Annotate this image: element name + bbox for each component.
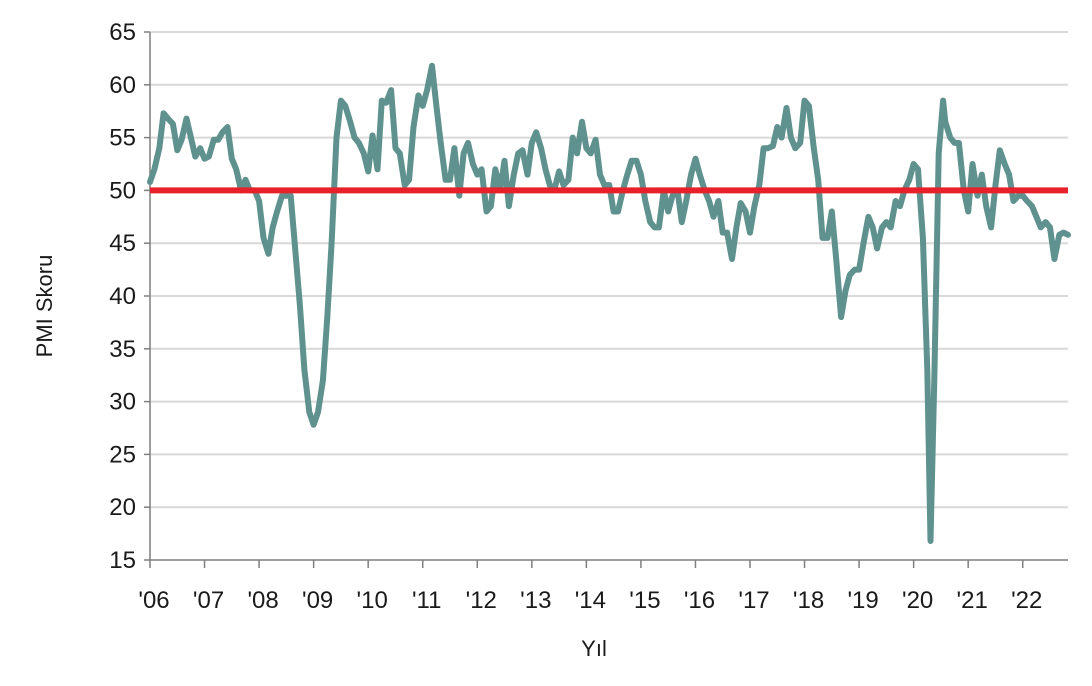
x-tick-label: '20: [902, 587, 933, 614]
x-tick-label: '13: [520, 587, 551, 614]
x-axis-title: Yıl: [581, 636, 607, 661]
x-tick-label: '14: [575, 587, 606, 614]
x-tick-label: '18: [793, 587, 824, 614]
axes: [144, 31, 1068, 568]
y-tick-label: 20: [109, 494, 136, 521]
x-tick-label: '12: [466, 587, 497, 614]
x-tick-label: '21: [957, 587, 988, 614]
y-tick-label: 55: [109, 125, 136, 152]
series-line: [147, 62, 1071, 544]
x-tick-label: '19: [847, 587, 878, 614]
y-tick-label: 65: [109, 19, 136, 46]
y-tick-label: 60: [109, 72, 136, 99]
x-tick-label: '10: [357, 587, 388, 614]
y-tick-label: 45: [109, 230, 136, 257]
y-axis-title: PMI Skoru: [32, 255, 57, 358]
x-tick-label: '06: [138, 587, 169, 614]
x-tick-label: '22: [1011, 587, 1042, 614]
y-tick-label: 40: [109, 283, 136, 310]
y-tick-labels: 15 20 25 30 35 40 45 50 55 60 65: [109, 19, 136, 574]
series-group: [147, 62, 1071, 544]
x-tick-label: '09: [302, 587, 333, 614]
x-tick-label: '15: [629, 587, 660, 614]
x-tick-label: '16: [684, 587, 715, 614]
y-tick-label: 15: [109, 547, 136, 574]
x-tick-label: '17: [738, 587, 769, 614]
y-tick-label: 30: [109, 389, 136, 416]
y-tick-label: 50: [109, 177, 136, 204]
x-tick-label: '11: [412, 587, 442, 614]
y-tick-label: 25: [109, 441, 136, 468]
x-tick-label: '08: [247, 587, 278, 614]
y-tick-label: 35: [109, 336, 136, 363]
x-tick-label: '07: [193, 587, 224, 614]
x-tick-labels: '06 '07 '08 '09 '10 '11 '12 '13 '14 '15 '16 '17 '18 '…: [138, 587, 1042, 614]
